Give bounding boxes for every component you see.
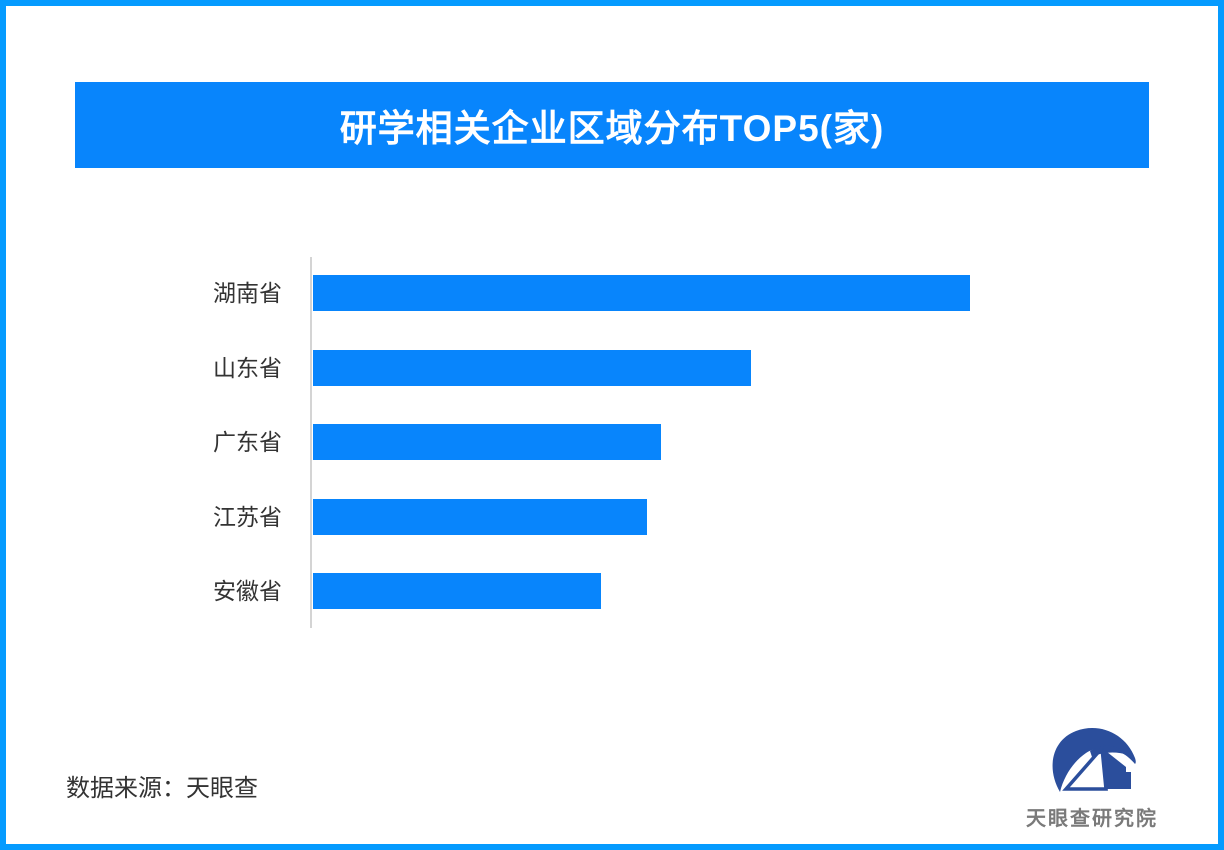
bar-广东省 bbox=[313, 424, 661, 460]
category-label: 湖南省 bbox=[213, 280, 282, 306]
category-label: 广东省 bbox=[213, 429, 282, 455]
data-source-note: 数据来源：天眼查 bbox=[66, 775, 258, 802]
category-label: 江苏省 bbox=[213, 503, 282, 530]
bar-安徽省 bbox=[313, 573, 601, 609]
logo-text: 天眼查研究院 bbox=[1026, 808, 1158, 830]
chart-row: 山东省 bbox=[6, 349, 1106, 386]
bar-chart: 湖南省山东省广东省江苏省安徽省 bbox=[6, 6, 1218, 844]
category-label: 山东省 bbox=[213, 354, 282, 381]
chart-row: 广东省 bbox=[6, 424, 1106, 460]
tianyancha-research-logo: 天眼查研究院 bbox=[1014, 726, 1170, 832]
chart-row: 湖南省 bbox=[6, 275, 1106, 311]
bar-江苏省 bbox=[313, 498, 647, 535]
y-axis-line bbox=[310, 257, 312, 628]
category-label: 安徽省 bbox=[213, 578, 282, 604]
chart-title: 研学相关企业区域分布TOP5(家) bbox=[339, 108, 885, 149]
tianyancha-eye-icon bbox=[1052, 728, 1136, 792]
bar-山东省 bbox=[313, 349, 751, 386]
bar-湖南省 bbox=[313, 275, 970, 311]
header-banner: 研学相关企业区域分布TOP5(家) bbox=[75, 82, 1149, 168]
chart-row: 江苏省 bbox=[6, 498, 1106, 535]
chart-row: 安徽省 bbox=[6, 573, 1106, 609]
